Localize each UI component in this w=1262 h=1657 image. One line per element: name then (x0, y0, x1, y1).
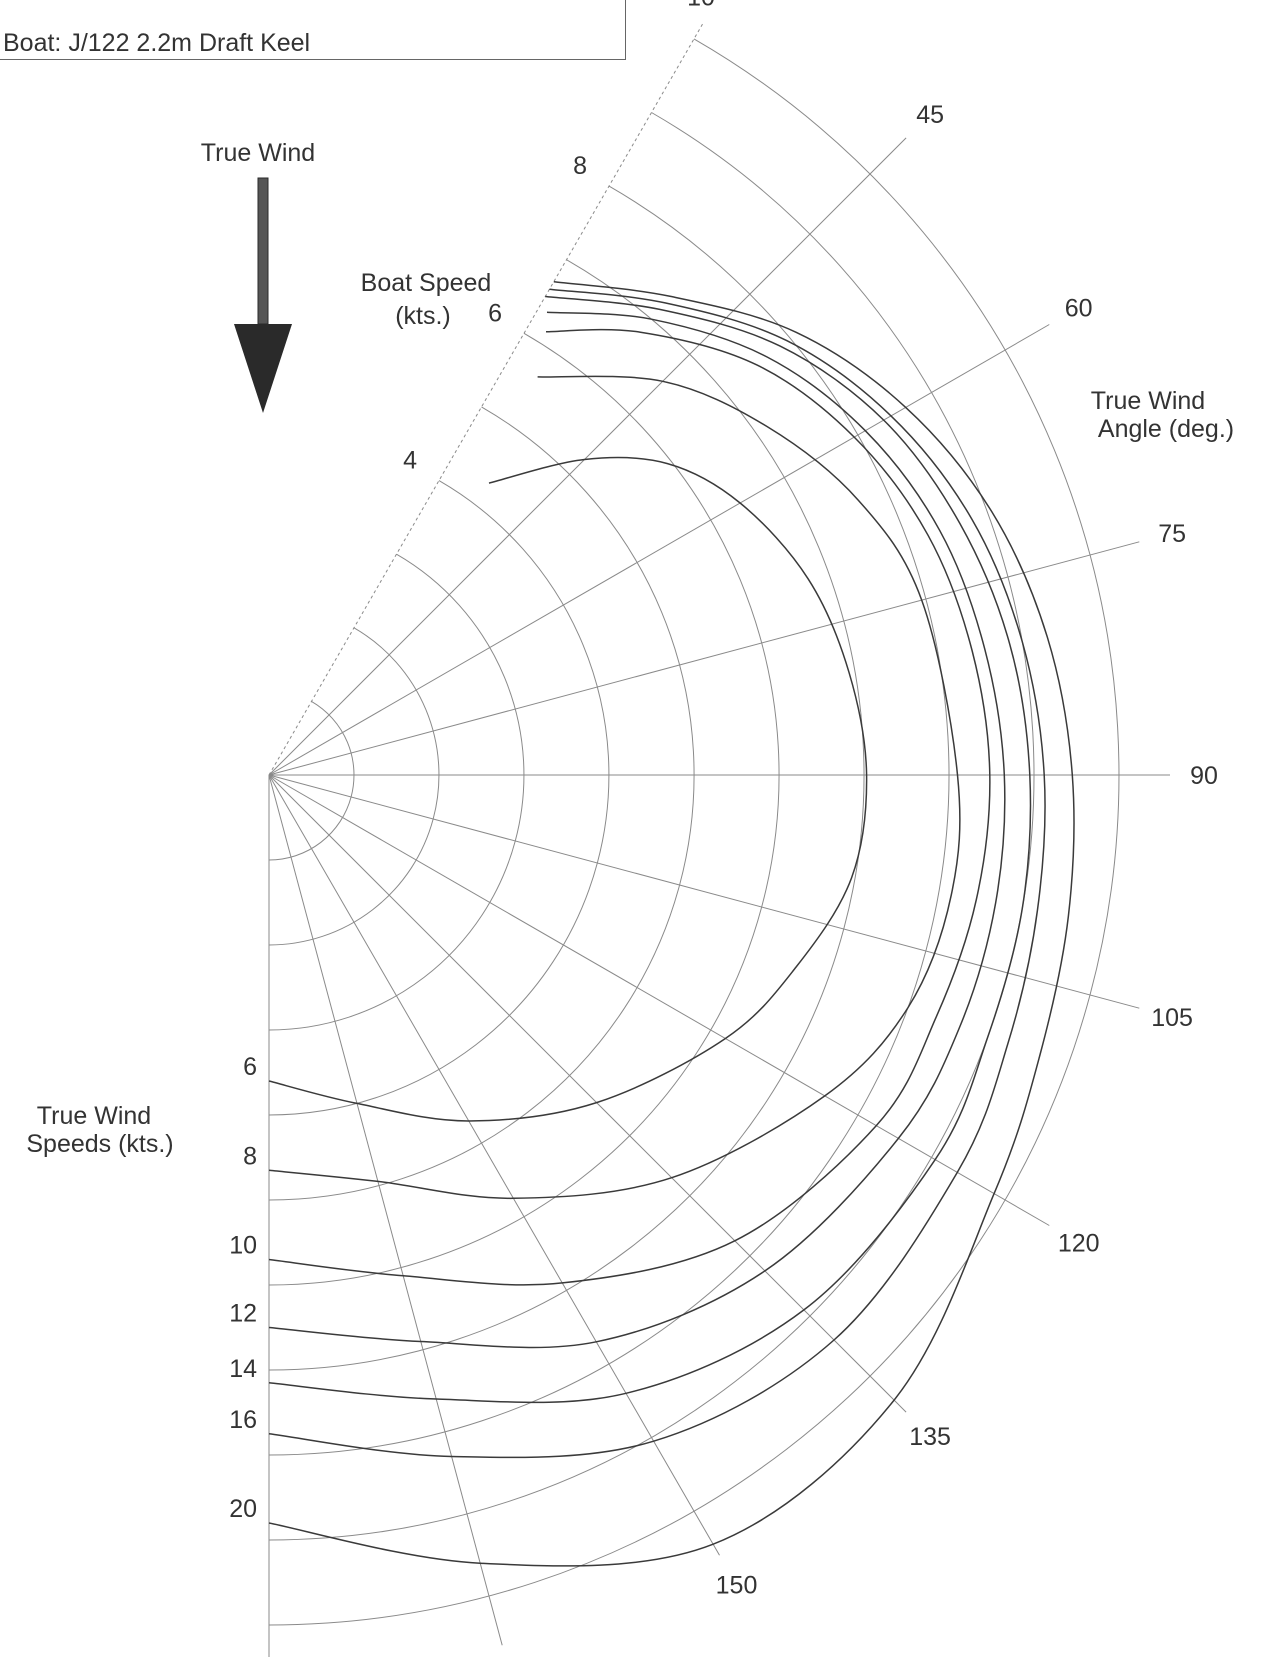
angle-tick-label: 45 (916, 101, 944, 129)
angle-tick-label: 120 (1058, 1230, 1100, 1258)
speed-ring (268, 627, 440, 946)
angle-tick-label: 75 (1158, 520, 1186, 548)
spoke (268, 774, 907, 1413)
speed-ring (268, 332, 780, 1286)
spoke (268, 774, 720, 1556)
series-line (268, 281, 1075, 1567)
title-box: Boat: J/122 2.2m Draft Keel (0, 0, 626, 60)
series-line (268, 311, 1006, 1349)
wind-speed-label: 12 (229, 1300, 257, 1328)
speed-labels: 4 6 8 (403, 152, 587, 475)
true-wind-arrow (234, 177, 292, 413)
wind-speed-label: 16 (229, 1406, 257, 1434)
arrow-shaft (257, 177, 269, 325)
spoke-edge (268, 23, 703, 776)
spoke (268, 774, 1050, 1226)
boat-speed-label: Boat Speed (361, 269, 492, 297)
speed-tick-label: 6 (488, 299, 502, 327)
wind-speed-label: 8 (243, 1142, 257, 1170)
speed-ring (268, 112, 1035, 1541)
wind-speed-label: 6 (243, 1053, 257, 1081)
series-line (268, 328, 991, 1286)
angle-tick-label: 60 (1065, 295, 1093, 323)
angle-tick-label: 90 (1190, 762, 1218, 790)
series-line (268, 295, 1032, 1404)
wind-speed-label: 20 (229, 1495, 257, 1523)
spoke (268, 324, 1050, 776)
angle-tick-label: 150 (716, 1572, 758, 1600)
arrow-head (234, 324, 292, 413)
series-line (268, 456, 868, 1122)
series-line (268, 375, 961, 1200)
tws-label-1: True Wind (37, 1102, 151, 1130)
tws-label-2: Speeds (kts.) (26, 1130, 173, 1158)
angle-labels: 4560759010512013515016518010 (687, 0, 1218, 1600)
spoke (268, 137, 907, 776)
series-line (268, 288, 1046, 1459)
speed-ring (268, 259, 865, 1371)
polar-curves (268, 281, 1075, 1567)
twa-label-1: True Wind (1091, 387, 1205, 415)
spoke (268, 774, 1140, 1009)
spoke (268, 774, 503, 1646)
speed-tick-label: 8 (573, 152, 587, 180)
angle-tick-label: 135 (909, 1423, 951, 1451)
speed-tick-label: 10 (687, 0, 715, 11)
speed-ring (268, 700, 355, 861)
speed-ring (268, 480, 610, 1116)
wind-speed-labels: 6 8 10 12 14 16 20 (229, 1053, 257, 1523)
wind-speed-label: 14 (229, 1355, 257, 1383)
wind-speed-label: 10 (229, 1232, 257, 1260)
speed-tick-label: 4 (403, 447, 417, 475)
boat-title: Boat: J/122 2.2m Draft Keel (3, 29, 311, 57)
true-wind-label: True Wind (201, 139, 315, 167)
boat-speed-unit: (kts.) (395, 302, 451, 330)
angle-spokes (268, 23, 1170, 1657)
angle-tick-label: 105 (1151, 1004, 1193, 1032)
speed-ring (268, 553, 525, 1031)
spoke (268, 541, 1140, 776)
twa-label-2: Angle (deg.) (1098, 415, 1234, 443)
speed-ring (268, 406, 695, 1201)
